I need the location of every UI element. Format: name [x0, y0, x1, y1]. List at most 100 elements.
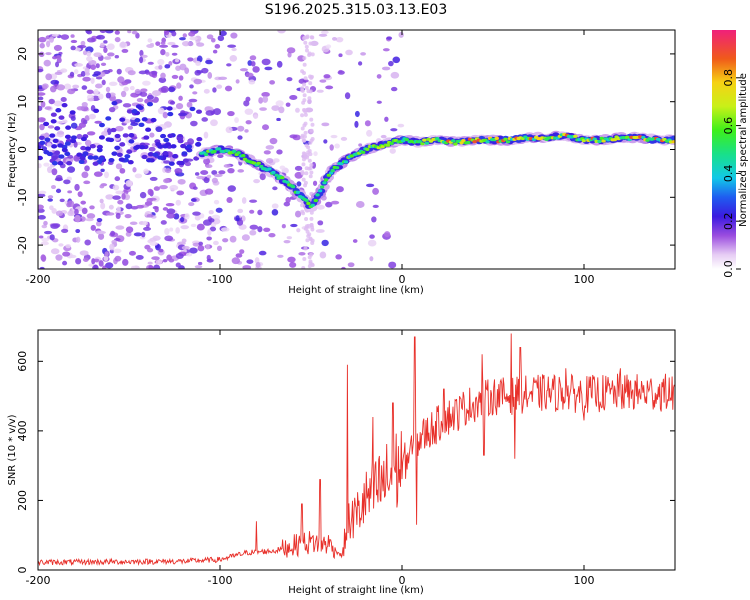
heatmap-cell	[369, 234, 375, 239]
heatmap-cell	[212, 218, 221, 225]
heatmap-cell	[325, 44, 332, 49]
heatmap-cell	[290, 223, 298, 228]
heatmap-cell	[70, 34, 75, 38]
heatmap-cell	[111, 239, 117, 245]
heatmap-cell	[612, 138, 617, 142]
heatmap-cell	[163, 160, 171, 164]
heatmap-cell	[43, 59, 51, 67]
heatmap-cell	[157, 107, 165, 115]
snr-y-tick-label: 400	[16, 420, 29, 441]
heatmap-cell	[160, 41, 166, 45]
heatmap-cell	[280, 176, 285, 180]
heatmap-cell	[56, 84, 66, 91]
heatmap-cell	[69, 110, 76, 115]
heatmap-cell	[77, 191, 83, 198]
heatmap-cell	[154, 206, 159, 213]
heatmap-cell	[103, 40, 108, 44]
heatmap-cell	[67, 190, 73, 194]
heatmap-cell	[181, 245, 190, 250]
heatmap-cell	[158, 248, 164, 253]
heatmap-cell	[319, 251, 327, 259]
heatmap-cell	[303, 40, 308, 45]
heatmap-cell	[117, 76, 125, 83]
heatmap-cell	[52, 223, 61, 228]
heatmap-cell	[207, 229, 212, 236]
heatmap-cell	[162, 207, 169, 211]
heatmap-cell	[196, 137, 203, 142]
heatmap-cell	[55, 254, 63, 261]
heatmap-cell	[134, 144, 141, 150]
heatmap-cell	[302, 56, 307, 61]
heatmap-cell	[147, 152, 154, 157]
heatmap-cell	[304, 216, 309, 221]
heatmap-cell	[40, 254, 46, 262]
heatmap-cell	[234, 117, 239, 123]
heatmap-cell	[43, 121, 50, 127]
snr-x-tick-label: 100	[574, 574, 595, 587]
heatmap-cell	[162, 111, 168, 119]
heatmap-cell	[130, 265, 136, 269]
heatmap-cell	[371, 216, 377, 223]
heatmap-cell	[93, 71, 101, 76]
heatmap-cell	[45, 52, 52, 56]
heatmap-cell	[47, 198, 53, 202]
heatmap-cell	[249, 55, 257, 61]
heatmap-cell	[305, 34, 310, 39]
heatmap-cell	[386, 36, 393, 40]
heatmap-cell	[235, 215, 240, 222]
heatmap-cell	[38, 117, 46, 123]
heatmap-cell	[312, 180, 318, 186]
heatmap-cell	[181, 238, 187, 243]
heatmap-cell	[93, 171, 103, 177]
heatmap-cell	[138, 122, 145, 128]
heatmap-cell	[80, 136, 87, 142]
heatmap-cell	[592, 137, 597, 141]
heatmap-cell	[99, 184, 105, 189]
heatmap-cell	[114, 255, 122, 262]
heatmap-cell	[355, 200, 365, 208]
heatmap-cell	[252, 66, 260, 73]
heatmap-cell	[275, 100, 284, 107]
snr-frame	[37, 329, 676, 571]
heatmap-cell	[212, 87, 217, 93]
heatmap-cell	[38, 193, 46, 198]
heatmap-cell	[319, 185, 325, 189]
heatmap-cell	[599, 136, 604, 140]
heatmap-cell	[320, 30, 329, 35]
heatmap-cell	[286, 77, 293, 82]
heatmap-cell	[146, 247, 154, 253]
heatmap-cell	[366, 183, 375, 188]
heatmap-cell	[389, 148, 396, 154]
heatmap-cell	[339, 162, 344, 166]
heatmap-cell	[343, 160, 349, 164]
heatmap-cell	[218, 76, 228, 80]
heatmap-cell	[453, 142, 458, 146]
heatmap-cell	[38, 204, 44, 210]
heatmap-cell	[67, 210, 75, 217]
heatmap-cell	[99, 42, 105, 48]
heatmap-cell	[53, 100, 63, 107]
heatmap-cell	[92, 155, 99, 160]
heatmap-cell	[309, 252, 314, 257]
heatmap-cell	[70, 45, 76, 51]
colorbar-gradient	[712, 30, 736, 269]
heatmap-cell	[163, 137, 170, 143]
heatmap-cell	[171, 31, 177, 37]
heatmap-cell	[85, 46, 94, 53]
heatmap-cell	[285, 102, 291, 107]
heatmap-cell	[210, 37, 216, 43]
heatmap-cell	[132, 167, 137, 173]
heatmap-cell	[155, 41, 161, 46]
heatmap-cell	[116, 206, 121, 214]
heatmap-cell	[85, 218, 94, 222]
heatmap-cell	[178, 75, 184, 81]
heatmap-cell	[271, 203, 279, 209]
heatmap-cell	[46, 40, 51, 48]
heatmap-cell	[168, 258, 175, 263]
heatmap-cell	[330, 200, 340, 205]
heatmap-cell	[281, 224, 286, 229]
heatmap-cell	[115, 163, 123, 170]
heatmap-cell	[261, 92, 270, 98]
heatmap-cell	[217, 35, 225, 42]
heatmap-cell	[82, 257, 89, 262]
